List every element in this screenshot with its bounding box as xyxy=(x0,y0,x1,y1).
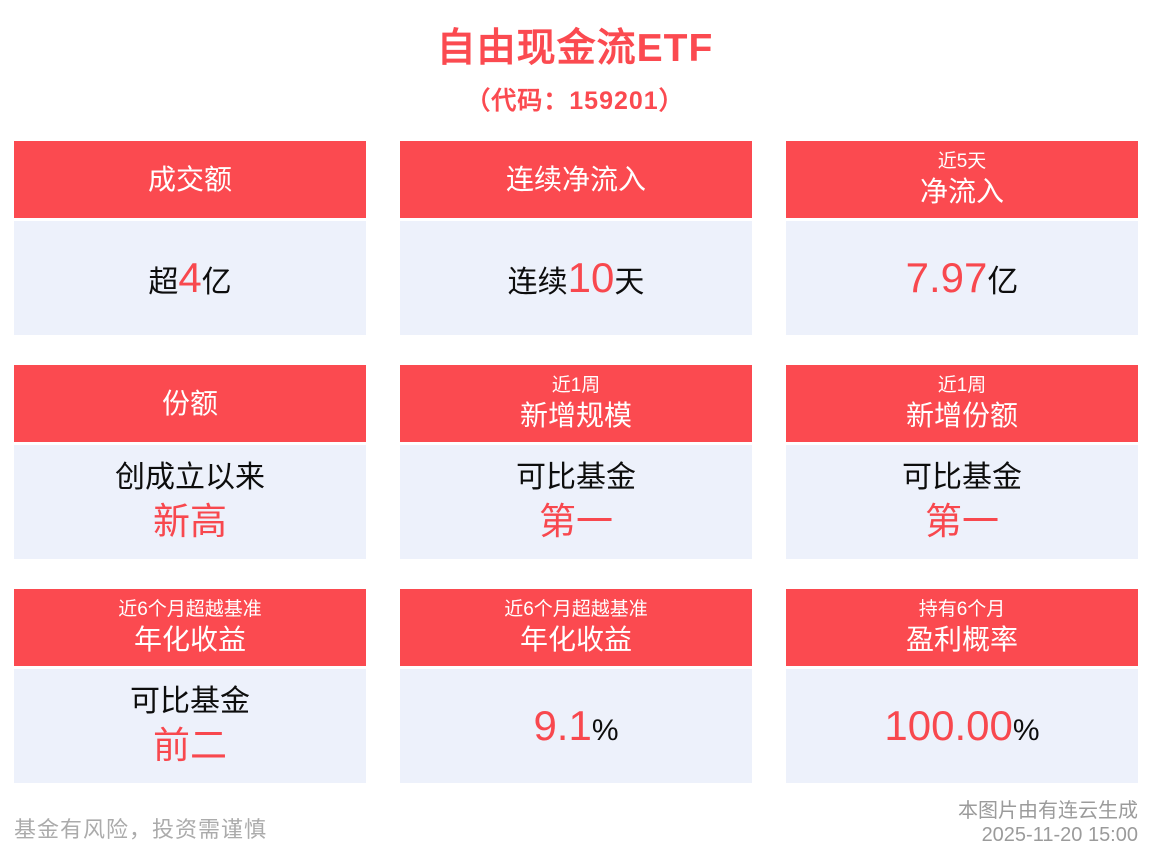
card-week-new-scale: 近1周 新增规模 可比基金 第一 xyxy=(400,365,752,559)
card-header-label: 净流入 xyxy=(919,175,1004,207)
value-prefix: 超 xyxy=(148,265,179,299)
card-6m-excess-return-value-body: 9.1% xyxy=(400,669,752,783)
card-week-new-shares-header: 近1周 新增份额 xyxy=(786,365,1138,445)
card-week-new-shares-body: 可比基金 第一 xyxy=(786,445,1138,559)
card-6m-excess-return-rank-header: 近6个月超越基准 年化收益 xyxy=(14,589,366,669)
card-week-new-scale-body: 可比基金 第一 xyxy=(400,445,752,559)
value-accent: 100.00 xyxy=(884,701,1013,749)
card-week-new-scale-header: 近1周 新增规模 xyxy=(400,365,752,445)
card-turnover: 成交额 超4亿 xyxy=(14,141,366,335)
card-week-new-shares: 近1周 新增份额 可比基金 第一 xyxy=(786,365,1138,559)
value-accent: 7.97 xyxy=(905,253,988,301)
card-header-label: 份额 xyxy=(161,388,218,419)
page-title: 自由现金流ETF xyxy=(436,27,714,70)
card-6m-excess-return-rank-body: 可比基金 前二 xyxy=(14,669,366,783)
card-value: 100.00% xyxy=(884,701,1040,749)
value-accent: 10 xyxy=(567,253,615,301)
card-value-line2: 新高 xyxy=(153,500,227,542)
value-suffix: 天 xyxy=(614,265,645,299)
card-5day-net-inflow-header: 近5天 净流入 xyxy=(786,141,1138,221)
card-consecutive-net-inflow-header: 连续净流入 xyxy=(400,141,752,221)
card-shares-body: 创成立以来 新高 xyxy=(14,445,366,559)
card-consecutive-net-inflow: 连续净流入 连续10天 xyxy=(400,141,752,335)
card-header-sublabel: 近6个月超越基准 xyxy=(504,599,648,621)
generation-credit: 本图片由有连云生成 2025-11-20 15:00 xyxy=(958,799,1138,847)
card-6m-holding-profit-probability-body: 100.00% xyxy=(786,669,1138,783)
card-shares: 份额 创成立以来 新高 xyxy=(14,365,366,559)
credit-source: 本图片由有连云生成 xyxy=(958,800,1138,822)
value-accent: 9.1 xyxy=(533,701,592,749)
value-suffix: 亿 xyxy=(201,265,232,299)
card-value-line1: 创成立以来 xyxy=(115,460,265,494)
card-turnover-header: 成交额 xyxy=(14,141,366,221)
card-value-line1: 可比基金 xyxy=(130,684,250,718)
card-6m-excess-return-value: 近6个月超越基准 年化收益 9.1% xyxy=(400,589,752,783)
card-value: 连续10天 xyxy=(507,253,645,301)
card-5day-net-inflow: 近5天 净流入 7.97亿 xyxy=(786,141,1138,335)
value-suffix: % xyxy=(591,713,619,747)
value-suffix: 亿 xyxy=(987,263,1019,299)
value-prefix: 连续 xyxy=(507,265,568,299)
card-header-sublabel: 近6个月超越基准 xyxy=(118,599,262,621)
card-header-label: 年化收益 xyxy=(519,623,632,655)
card-header-label: 连续净流入 xyxy=(505,164,646,195)
value-accent: 4 xyxy=(178,253,202,301)
card-header-label: 年化收益 xyxy=(133,623,246,655)
card-turnover-body: 超4亿 xyxy=(14,221,366,335)
kpi-card-grid: 成交额 超4亿 连续净流入 连续10天 近5天 净流入 7.97亿 xyxy=(14,141,1138,783)
card-header-label: 盈利概率 xyxy=(905,623,1018,655)
card-header-sublabel: 持有6个月 xyxy=(918,599,1006,621)
card-header-label: 成交额 xyxy=(147,164,232,195)
card-6m-excess-return-value-header: 近6个月超越基准 年化收益 xyxy=(400,589,752,669)
card-value-line2: 前二 xyxy=(153,724,227,766)
card-5day-net-inflow-body: 7.97亿 xyxy=(786,221,1138,335)
card-value-line2: 第一 xyxy=(539,500,613,542)
value-suffix: % xyxy=(1012,713,1040,747)
card-value: 超4亿 xyxy=(148,253,232,301)
card-header-sublabel: 近5天 xyxy=(937,151,987,173)
card-6m-holding-profit-probability: 持有6个月 盈利概率 100.00% xyxy=(786,589,1138,783)
card-value-line1: 可比基金 xyxy=(902,460,1022,494)
card-value-line1: 可比基金 xyxy=(516,460,636,494)
card-header-label: 新增规模 xyxy=(519,399,632,431)
card-shares-header: 份额 xyxy=(14,365,366,445)
card-header-label: 新增份额 xyxy=(905,399,1018,431)
card-value: 9.1% xyxy=(533,701,619,749)
page-subtitle: （代码：159201） xyxy=(465,86,685,115)
card-value: 7.97亿 xyxy=(905,253,1019,301)
card-value-line2: 第一 xyxy=(925,500,999,542)
credit-timestamp: 2025-11-20 15:00 xyxy=(981,824,1138,846)
card-consecutive-net-inflow-body: 连续10天 xyxy=(400,221,752,335)
card-header-sublabel: 近1周 xyxy=(551,375,601,397)
card-6m-excess-return-rank: 近6个月超越基准 年化收益 可比基金 前二 xyxy=(14,589,366,783)
titlebar: 自由现金流ETF （代码：159201） xyxy=(0,0,1150,117)
card-6m-holding-profit-probability-header: 持有6个月 盈利概率 xyxy=(786,589,1138,669)
risk-disclaimer: 基金有风险，投资需谨慎 xyxy=(14,817,268,842)
card-header-sublabel: 近1周 xyxy=(937,375,987,397)
